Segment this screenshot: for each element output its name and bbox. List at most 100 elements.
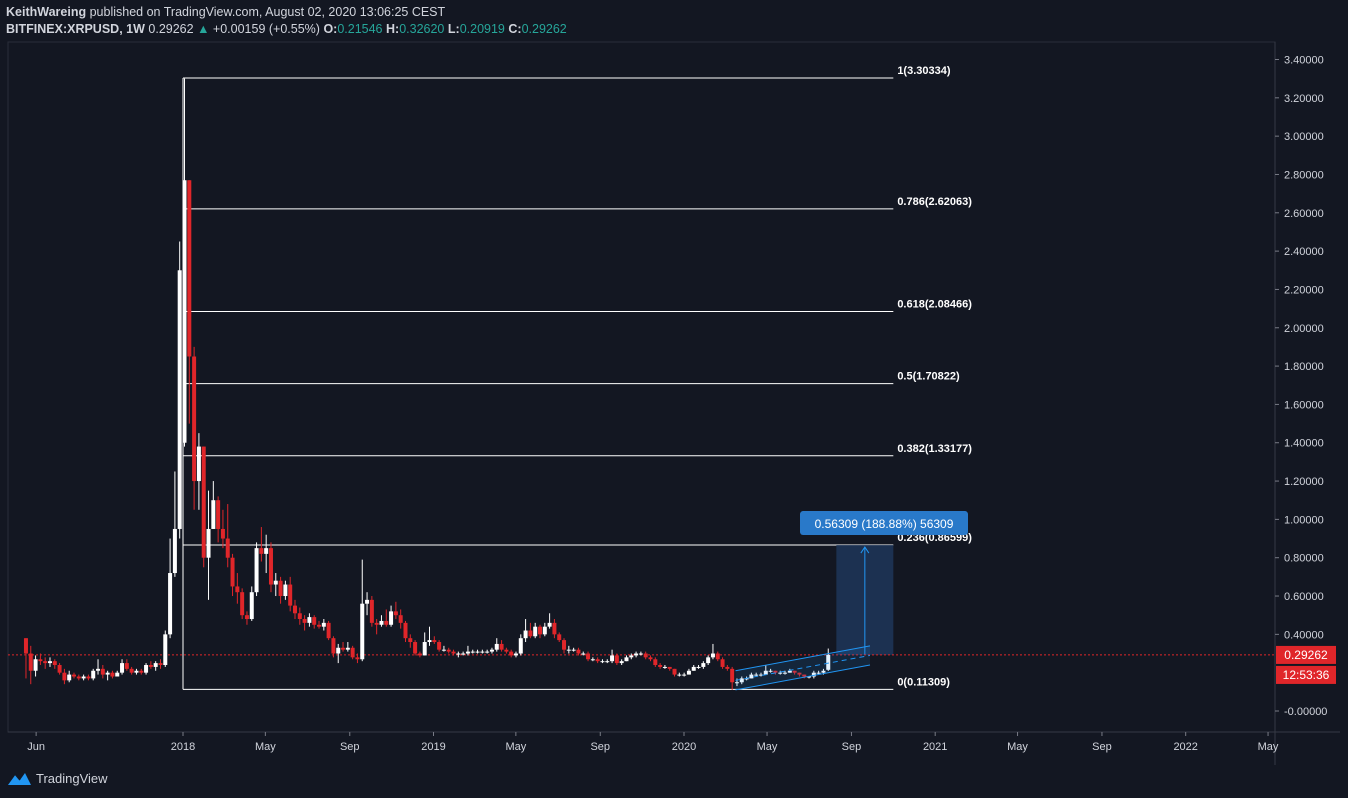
x-tick-label: Sep [1092,741,1112,753]
channel-fill [735,645,870,690]
countdown-tag-label: 12:53:36 [1283,668,1330,682]
candle-body [590,659,595,661]
candle-body [638,653,643,655]
candle-body [658,665,663,667]
candle-body [43,661,48,664]
candle-body [451,651,456,654]
author-name[interactable]: KeithWareing [6,5,87,19]
candle-body [235,586,240,593]
candle-body [662,666,667,668]
y-tick-label: 2.80000 [1284,169,1324,181]
candle-body [542,626,547,635]
candle-body [81,676,86,679]
last-price: 0.29262 [148,22,194,36]
candle-body [547,622,552,627]
countdown-tag [1276,665,1336,684]
footer-brand[interactable]: TradingView [36,770,108,786]
candle-body [72,674,77,677]
candle-body [624,657,629,662]
candle-body [802,674,807,677]
x-tick-label: 2018 [171,741,195,753]
candle-body [134,670,139,673]
candle-body [264,548,269,554]
candle-body [427,640,432,643]
candle-body [667,666,672,669]
candle-body [326,622,331,639]
candle-body [552,622,557,635]
candle-body [38,659,43,662]
candle-body [470,651,475,653]
price-chart[interactable]: 3.40000 3.20000 3.00000 2.80000 2.60000 2.400… [0,0,1348,770]
candle-body [389,611,394,625]
candle-body [686,670,691,675]
candle-body [413,642,418,654]
fib-level-label: 0(0.11309) [897,676,950,688]
candle-body [62,672,67,681]
candle-body [139,670,144,673]
candle-body [163,634,168,666]
candle-body [124,663,129,669]
candle-body [206,528,211,558]
candle-body [230,557,235,587]
candle-body [763,670,768,675]
candle-body [336,647,341,654]
candle-body [302,619,307,623]
candle-body [47,661,52,664]
candle-body [739,678,744,683]
candle-body [254,548,259,593]
fib-level-label: 0.618(2.08466) [897,299,972,311]
y-tick-label: 1.40000 [1284,438,1324,450]
candle-body [586,653,591,660]
candle-body [744,678,749,680]
candle-body [105,672,110,675]
candle-body [677,674,682,676]
candle-body [518,638,523,654]
candle-body [634,653,639,656]
candle-body [365,599,370,604]
fib-level-label: 1(3.30334) [897,65,951,77]
candle-body [643,653,648,658]
candle-body [816,672,821,674]
x-tick-label: 2022 [1173,741,1197,753]
plot-frame [7,41,1276,733]
candle-body [778,672,783,674]
candle-body [220,528,225,539]
candle-body [456,653,461,655]
candle-body [754,674,759,676]
candle-body [465,651,470,654]
publish-line: KeithWareing published on TradingView.co… [6,4,567,21]
candle-body [172,528,177,574]
candle-body [749,674,754,679]
y-tick-label: 3.40000 [1284,55,1324,67]
candle-body [528,630,533,637]
measure-label-bg [800,511,968,536]
price-change: +0.00159 (+0.55%) [212,22,320,36]
candle-body [787,670,792,673]
candle-body [821,670,826,673]
candle-body [807,676,812,678]
candle-body [148,665,153,667]
candle-body [696,666,701,668]
candle-body [33,659,38,671]
candle-body [57,665,62,673]
x-tick-label: Sep [340,741,360,753]
measure-arrow-head-icon [860,546,870,554]
candle-body [417,653,422,656]
measure-label: 0.56309 (188.88%) 56309 [815,517,954,531]
tradingview-logo-icon[interactable] [6,770,32,786]
candle-body [730,668,735,683]
channel-upper-line [735,645,871,672]
fib-level-label: 0.5(1.70822) [897,371,960,383]
candle-body [461,653,466,655]
candle-body [273,580,278,585]
candle-body [307,617,312,623]
candle-body [52,661,57,666]
candle-body [432,640,437,643]
candle-body [278,580,283,597]
symbol-line: BITFINEX:XRPUSD, 1W 0.29262 ▲ +0.00159 (… [6,21,567,38]
candle-body [403,622,408,639]
candle-body [614,655,619,664]
candle-body [797,672,802,675]
x-tick-label: Sep [590,741,610,753]
x-tick-label: 2020 [672,741,696,753]
